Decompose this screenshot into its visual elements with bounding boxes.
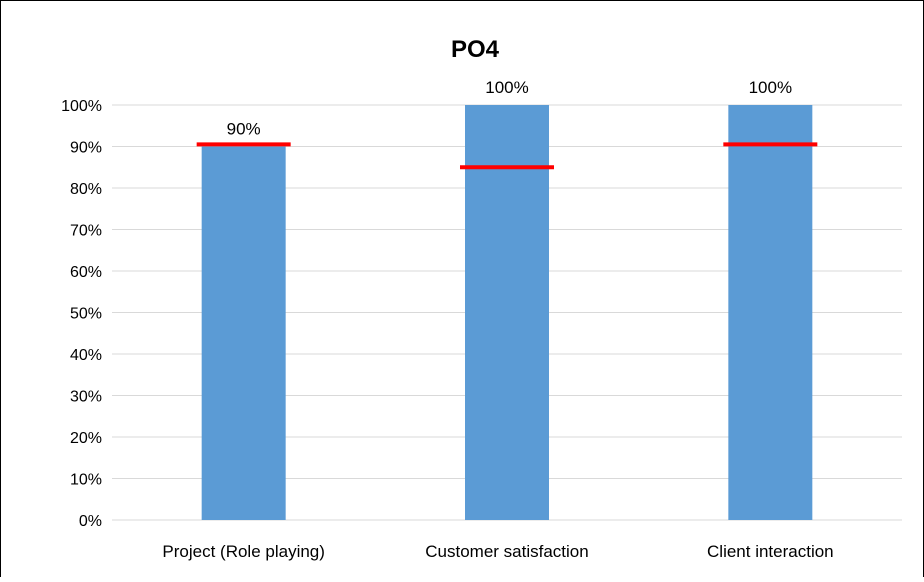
bar (728, 105, 813, 520)
y-tick-label: 50% (70, 306, 102, 323)
data-label: 90% (227, 120, 261, 139)
y-tick-label: 70% (70, 223, 102, 240)
y-tick-label: 60% (70, 264, 102, 281)
y-tick-label: 40% (70, 347, 102, 364)
bars (201, 105, 813, 520)
y-tick-label: 0% (79, 513, 102, 530)
chart-title: PO4 (451, 36, 500, 63)
x-tick-label: Customer satisfaction (425, 542, 588, 561)
target-markers (196, 142, 818, 170)
y-axis-tick-labels: 0% 10% 20% 30% 40% 50% 60% 70% 80% 90% 100% (61, 98, 102, 530)
y-tick-label: 90% (70, 140, 102, 157)
y-tick-label: 80% (70, 181, 102, 198)
data-label: 100% (485, 78, 528, 97)
data-label: 100% (749, 78, 792, 97)
y-tick-label: 30% (70, 389, 102, 406)
x-tick-label: Client interaction (707, 542, 834, 561)
bar (201, 146, 286, 520)
bar (465, 105, 549, 520)
x-tick-label: Project (Role playing) (162, 542, 325, 561)
data-labels: 90% 100% 100% (227, 78, 792, 139)
y-tick-label: 100% (61, 98, 102, 115)
y-tick-label: 20% (70, 430, 102, 447)
y-tick-label: 10% (70, 472, 102, 489)
x-axis-category-labels: Project (Role playing) Customer satisfact… (162, 542, 833, 561)
